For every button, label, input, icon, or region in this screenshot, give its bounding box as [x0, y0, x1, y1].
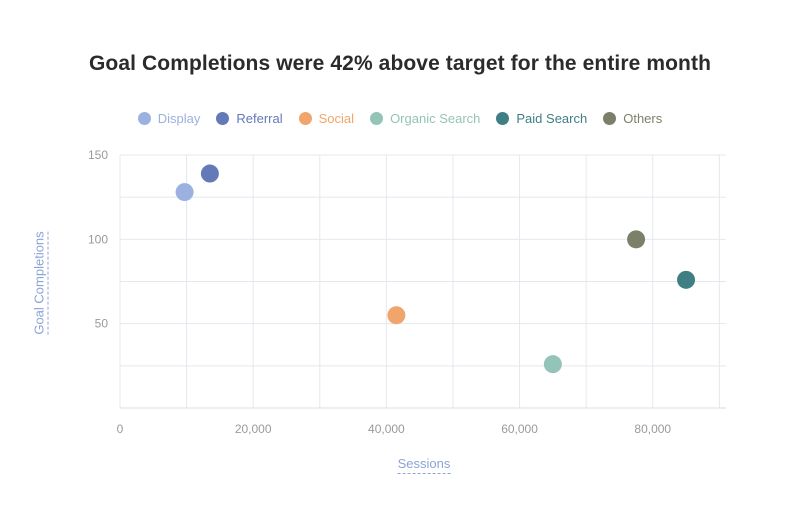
legend: Display Referral Social Organic Search P…: [0, 111, 800, 126]
legend-label-social: Social: [318, 111, 355, 126]
x-tick-label: 0: [117, 422, 124, 436]
legend-label-organic-search: Organic Search: [390, 111, 481, 126]
legend-marker-referral: [216, 112, 230, 125]
y-axis-label: Goal Completions: [31, 231, 49, 335]
legend-marker-display: [137, 112, 151, 125]
x-tick-label: 40,000: [368, 422, 405, 436]
data-point-paid-search: [677, 270, 696, 289]
legend-label-display: Display: [157, 111, 201, 126]
legend-item-organic-search[interactable]: Organic Search: [370, 111, 480, 126]
x-axis-label: Sessions: [397, 456, 451, 474]
x-tick-label: 20,000: [235, 422, 272, 436]
legend-label-others: Others: [623, 111, 663, 126]
legend-item-paid-search[interactable]: Paid Search: [496, 111, 587, 126]
chart-title: Goal Completions were 42% above target f…: [88, 52, 712, 75]
legend-marker-paid-search: [496, 112, 510, 125]
data-point-others: [627, 230, 646, 249]
legend-marker-organic-search: [370, 112, 384, 125]
y-tick-label: 100: [88, 232, 108, 246]
x-tick-label: 80,000: [634, 422, 671, 436]
legend-item-display[interactable]: Display: [137, 111, 201, 126]
legend-label-referral: Referral: [236, 111, 283, 126]
legend-item-others[interactable]: Others: [603, 111, 662, 126]
legend-item-referral[interactable]: Referral: [216, 111, 283, 126]
legend-label-paid-search: Paid Search: [516, 111, 588, 126]
data-point-display: [175, 183, 194, 202]
data-point-organic-search: [543, 355, 562, 374]
y-tick-label: 50: [95, 317, 109, 331]
x-tick-label: 60,000: [501, 422, 538, 436]
legend-marker-social: [298, 112, 312, 125]
legend-item-social[interactable]: Social: [298, 111, 355, 126]
y-tick-label: 150: [88, 148, 108, 162]
legend-marker-others: [603, 112, 617, 125]
data-point-referral: [200, 164, 219, 183]
data-point-social: [387, 306, 406, 325]
